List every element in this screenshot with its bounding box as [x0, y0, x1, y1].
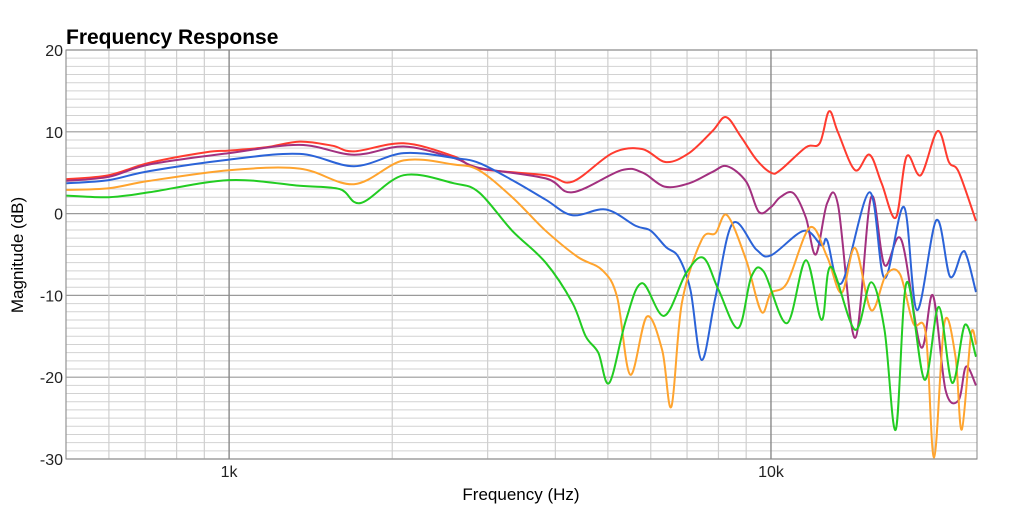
- y-tick-label: 0: [54, 207, 63, 224]
- series-line-3: [65, 151, 977, 362]
- series-line-4: [65, 158, 977, 459]
- x-tick-label: 1k: [221, 464, 239, 481]
- series-line-5: [65, 173, 977, 431]
- x-axis-label: Frequency (Hz): [462, 485, 579, 504]
- series-line-2: [65, 143, 977, 405]
- chart-title: Frequency Response: [66, 26, 278, 49]
- y-tick-label: 20: [45, 43, 63, 60]
- series-group: [65, 110, 977, 459]
- y-tick-labels: 20 10 0 -10 -20 -30: [40, 43, 63, 469]
- plot-frame: [65, 49, 978, 460]
- y-axis-label: Magnitude (dB): [8, 197, 27, 313]
- series-line-1: [65, 110, 977, 222]
- x-tick-label: 10k: [758, 464, 785, 481]
- y-tick-label: 10: [45, 125, 63, 142]
- grid: [65, 49, 977, 460]
- y-tick-label: -10: [40, 288, 63, 305]
- x-tick-labels: 1k 10k: [221, 464, 785, 481]
- y-tick-label: -20: [40, 370, 63, 387]
- y-tick-label: -30: [40, 452, 63, 469]
